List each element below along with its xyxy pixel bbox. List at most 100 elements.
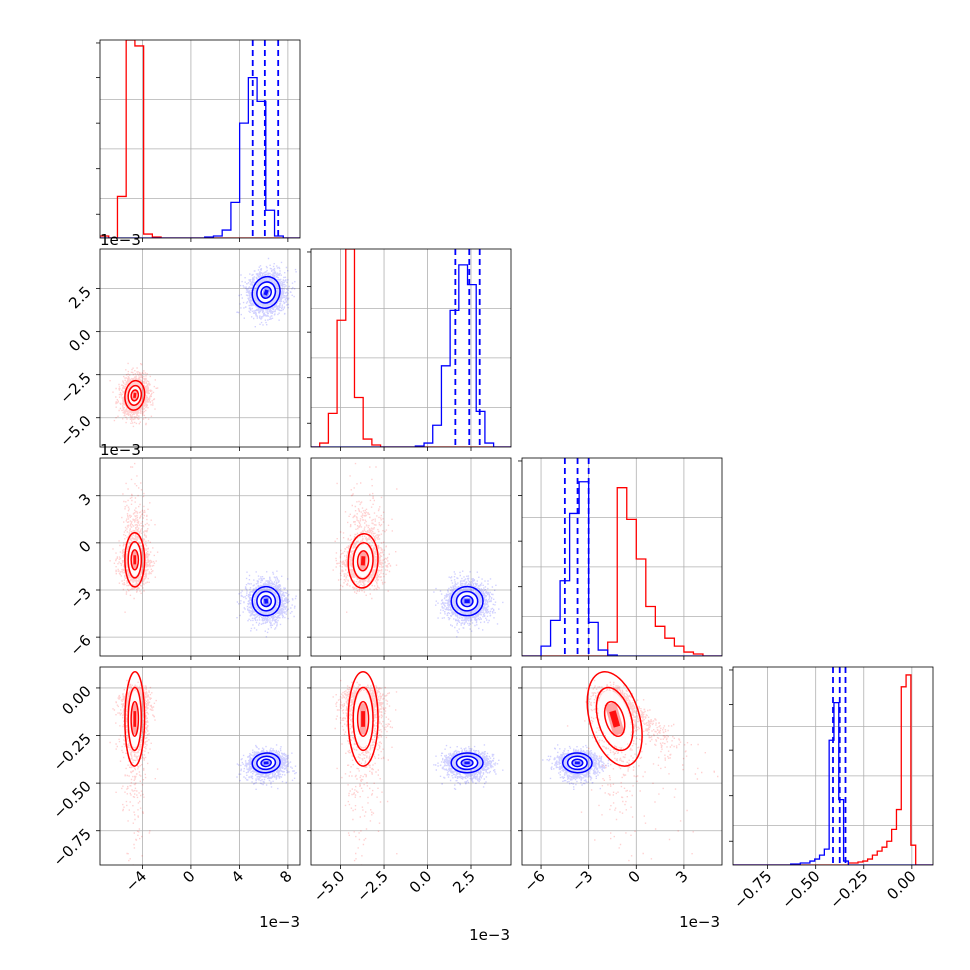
x-tick-label: 4 bbox=[228, 867, 247, 886]
blue-contour-2 bbox=[450, 585, 484, 617]
offset-label: 1e−3 bbox=[679, 913, 720, 931]
x-tick-label: −6 bbox=[521, 867, 549, 895]
x-tick-label: −2.5 bbox=[353, 867, 391, 905]
blue-contour-0 bbox=[460, 758, 474, 768]
red-contour-0 bbox=[130, 549, 140, 571]
red-density-peak bbox=[609, 710, 621, 728]
red-contour-2 bbox=[124, 671, 146, 767]
scatter-panel-3-1: −5.0 −2.5 0.0 2.5 bbox=[307, 666, 512, 906]
red-contour-1 bbox=[127, 686, 143, 752]
blue-contour-1 bbox=[256, 755, 277, 771]
scatter-panel-1-0: −5.0 −2.5 0.0 2.5 bbox=[56, 248, 301, 451]
red-samples bbox=[332, 462, 398, 613]
red-contour-2 bbox=[586, 671, 643, 767]
y-tick-label: −0.25 bbox=[50, 730, 95, 775]
offset-label: 1e−3 bbox=[100, 231, 141, 249]
scatter-panel-2-0: −6 −3 0 3 bbox=[66, 457, 301, 660]
red-contour-1 bbox=[127, 384, 143, 406]
blue-contour-0 bbox=[571, 758, 584, 768]
x-tick-label: −3 bbox=[568, 867, 596, 895]
x-tick-label: −0.50 bbox=[778, 867, 823, 912]
red-histogram-0 bbox=[100, 40, 300, 238]
red-histogram-3 bbox=[733, 674, 933, 865]
x-tick-label: −0.75 bbox=[730, 867, 775, 912]
blue-density-peak bbox=[263, 289, 269, 296]
blue-contour-2 bbox=[561, 752, 593, 774]
x-tick-label: 8 bbox=[276, 867, 295, 886]
x-tick-label: 0 bbox=[179, 867, 198, 886]
panel-frame bbox=[310, 248, 512, 448]
red-histogram-2 bbox=[522, 487, 722, 656]
panel-frame bbox=[732, 666, 934, 866]
blue-contour-1 bbox=[256, 590, 277, 612]
red-contour-1 bbox=[595, 686, 634, 752]
blue-contour-1 bbox=[455, 755, 479, 771]
y-tick-label: −3 bbox=[66, 584, 94, 612]
red-density-peak bbox=[360, 556, 366, 566]
red-density-peak bbox=[133, 555, 137, 565]
x-tick-label: 0.0 bbox=[406, 867, 436, 897]
scatter-panel-2-1 bbox=[307, 457, 512, 660]
blue-contour-1 bbox=[256, 281, 277, 304]
y-tick-label: −6 bbox=[66, 631, 94, 659]
blue-contour-2 bbox=[251, 275, 281, 309]
red-contour-0 bbox=[130, 700, 140, 737]
y-tick-label: −0.50 bbox=[50, 777, 95, 822]
hist-panel-1 bbox=[307, 248, 512, 451]
offset-label: 1e−3 bbox=[100, 441, 141, 459]
blue-contour-2 bbox=[251, 752, 281, 774]
panel-frame bbox=[99, 248, 301, 448]
blue-density-peak bbox=[464, 599, 470, 604]
red-contour-2 bbox=[347, 532, 379, 589]
panel-frame bbox=[99, 39, 301, 239]
x-tick-label: −0.25 bbox=[826, 867, 871, 912]
blue-contour-1 bbox=[566, 755, 588, 771]
offset-label: 1e−3 bbox=[469, 926, 510, 944]
blue-contour-0 bbox=[260, 285, 272, 299]
x-tick-label: −4 bbox=[122, 867, 150, 895]
blue-histogram-2 bbox=[522, 481, 722, 656]
blue-contour-0 bbox=[260, 595, 272, 608]
red-density-peak bbox=[361, 711, 366, 727]
red-contour-2 bbox=[347, 671, 379, 767]
panel-frame bbox=[310, 457, 512, 657]
blue-contour-0 bbox=[460, 595, 474, 608]
y-tick-label: 3 bbox=[75, 490, 94, 509]
blue-density-peak bbox=[574, 761, 580, 765]
panel-frame bbox=[99, 666, 301, 866]
red-contour-1 bbox=[352, 541, 374, 580]
red-contour-0 bbox=[356, 550, 370, 572]
panel-frame bbox=[99, 457, 301, 657]
panel-frame bbox=[521, 457, 723, 657]
y-tick-label: −2.5 bbox=[56, 369, 94, 407]
panel-frame bbox=[310, 666, 512, 866]
blue-histogram-0 bbox=[100, 76, 300, 238]
red-contour-2 bbox=[124, 531, 146, 588]
hist-panel-2 bbox=[518, 457, 723, 660]
blue-density-peak bbox=[264, 598, 269, 604]
red-density-peak bbox=[133, 711, 137, 727]
red-contour-0 bbox=[603, 700, 626, 737]
red-contour-0 bbox=[356, 700, 370, 737]
panel-frame bbox=[521, 666, 723, 866]
hist-panel-0 bbox=[96, 39, 301, 242]
y-tick-label: 0.0 bbox=[65, 326, 95, 356]
y-tick-label: 0 bbox=[75, 537, 94, 556]
x-tick-label: 2.5 bbox=[449, 867, 479, 897]
blue-contour-2 bbox=[450, 752, 484, 774]
blue-histogram-3 bbox=[733, 701, 933, 865]
x-tick-label: 0 bbox=[625, 867, 644, 886]
red-histogram-1 bbox=[311, 249, 511, 447]
y-tick-label: 0.00 bbox=[58, 682, 94, 718]
red-contour-1 bbox=[352, 686, 374, 752]
y-tick-label: 2.5 bbox=[65, 283, 95, 313]
blue-density-peak bbox=[263, 761, 269, 765]
hist-panel-3: −0.75 −0.50 −0.25 0.00 bbox=[729, 666, 934, 912]
blue-contour-2 bbox=[251, 585, 281, 617]
x-tick-label: 3 bbox=[672, 867, 691, 886]
y-tick-label: −0.75 bbox=[50, 825, 95, 870]
y-tick-label: −5.0 bbox=[56, 412, 94, 450]
blue-histogram-1 bbox=[311, 264, 511, 447]
offset-label: 1e−3 bbox=[259, 913, 300, 931]
